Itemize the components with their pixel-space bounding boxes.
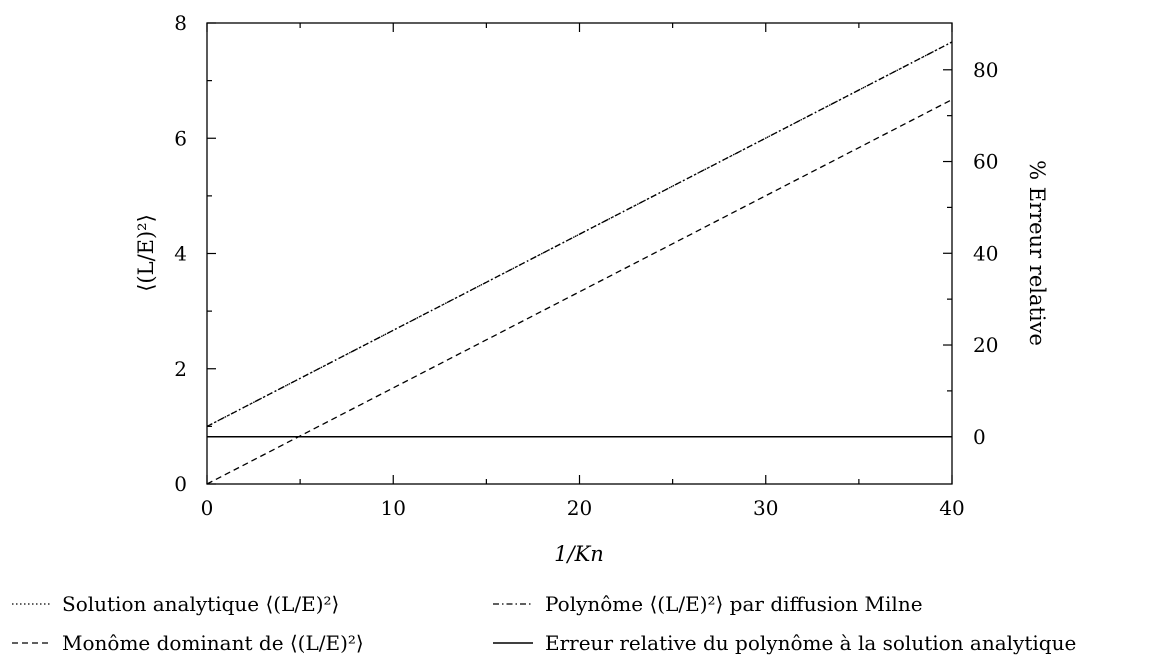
y-axis-ticks: 0 2 4 6 8 — [174, 11, 216, 496]
x-axis-ticks: 0 10 20 30 40 — [201, 23, 965, 520]
x-tick-label: 10 — [381, 496, 406, 520]
y-tick-label: 6 — [174, 126, 187, 150]
y2-tick-label: 80 — [973, 58, 998, 82]
legend-label-erreur-relative: Erreur relative du polynôme à la solutio… — [545, 631, 1076, 655]
legend-item-solution-analytique: Solution analytique ⟨(L/E)²⟩ — [12, 592, 339, 616]
y2-tick-label: 0 — [973, 425, 986, 449]
y2-axis-label: % Erreur relative — [1025, 160, 1049, 346]
plot-frame — [206, 22, 953, 485]
y-axis-label: ⟨(L/E)²⟩ — [134, 214, 158, 292]
legend-item-polynome-milne: Polynôme ⟨(L/E)²⟩ par diffusion Milne — [493, 592, 923, 616]
x-tick-label: 30 — [753, 496, 778, 520]
legend-item-erreur-relative: Erreur relative du polynôme à la solutio… — [493, 631, 1076, 655]
series-group — [206, 41, 953, 485]
x-tick-label: 40 — [939, 496, 964, 520]
y-tick-label: 8 — [174, 11, 187, 35]
legend-item-monome-dominant: Monôme dominant de ⟨(L/E)²⟩ — [12, 631, 364, 655]
legend-label-polynome-milne: Polynôme ⟨(L/E)²⟩ par diffusion Milne — [545, 592, 923, 616]
y-tick-label: 2 — [174, 357, 187, 381]
y2-axis-ticks: 0 20 40 60 80 — [943, 58, 998, 449]
legend: Solution analytique ⟨(L/E)²⟩ Monôme domi… — [12, 592, 1076, 655]
series-line-dashed — [206, 99, 953, 485]
y2-tick-label: 60 — [973, 150, 998, 174]
series-line-dashdot — [206, 41, 953, 427]
x-tick-label: 20 — [567, 496, 592, 520]
y-tick-label: 0 — [174, 472, 187, 496]
x-axis-label: 1/Kn — [554, 542, 604, 566]
legend-label-monome-dominant: Monôme dominant de ⟨(L/E)²⟩ — [62, 631, 364, 655]
x-tick-label: 0 — [201, 496, 214, 520]
y2-tick-label: 20 — [973, 333, 998, 357]
y2-tick-label: 40 — [973, 241, 998, 265]
y-tick-label: 4 — [174, 242, 187, 266]
legend-label-solution-analytique: Solution analytique ⟨(L/E)²⟩ — [62, 592, 339, 616]
